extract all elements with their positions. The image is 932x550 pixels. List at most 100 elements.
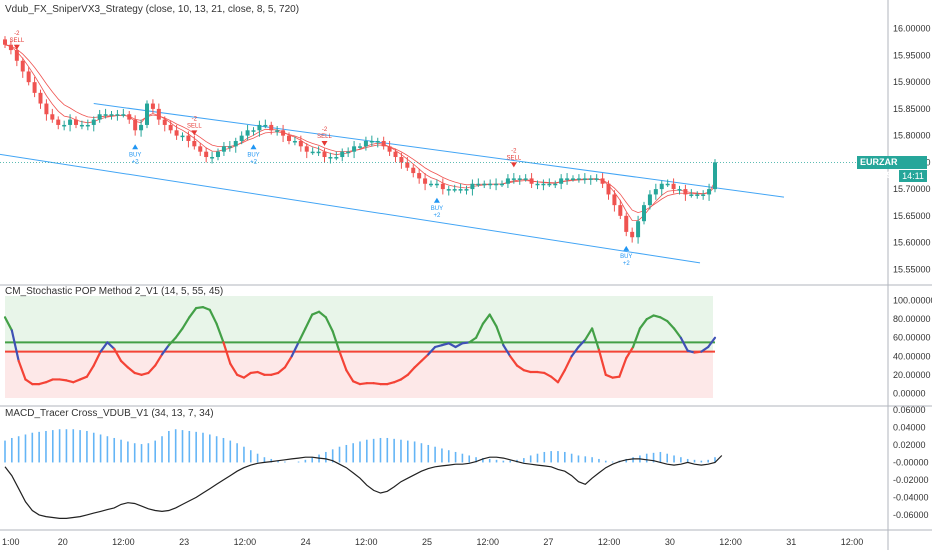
candle-body xyxy=(221,146,226,152)
stoch-segment xyxy=(406,366,416,376)
candle-body xyxy=(346,151,351,154)
candle-body xyxy=(251,130,256,132)
buy-signal-label: BUY xyxy=(247,152,259,158)
stoch-oversold-zone xyxy=(5,351,713,398)
candle-body xyxy=(458,189,463,191)
stoch-segment xyxy=(311,310,321,316)
candle-body xyxy=(156,108,161,120)
stoch-segment xyxy=(577,338,587,349)
time-tick-label: 27 xyxy=(543,537,553,547)
candle-body xyxy=(600,178,605,184)
stoch-segment xyxy=(119,359,129,369)
stoch-segment xyxy=(420,353,430,363)
stoch-segment xyxy=(522,369,532,374)
price-tick-label: 15.95000 xyxy=(893,50,931,60)
price-tick-label: 15.65000 xyxy=(893,211,931,221)
candle-body xyxy=(358,146,362,148)
candle-body xyxy=(588,178,593,180)
stoch-segment xyxy=(85,364,95,378)
candle-body xyxy=(576,178,581,180)
stoch-segment xyxy=(324,316,334,333)
candle-body xyxy=(162,119,167,125)
candle-body xyxy=(292,140,297,143)
candle-body xyxy=(381,140,386,147)
candle-body xyxy=(417,173,422,179)
stoch-segment xyxy=(283,355,293,369)
candle-body xyxy=(393,151,398,158)
candle-body xyxy=(26,71,31,83)
candle-body xyxy=(298,140,303,147)
stoch-segment xyxy=(188,306,198,319)
stoch-segment xyxy=(236,373,246,379)
macd-tick-label: -0.06000 xyxy=(893,510,929,520)
stoch-segment xyxy=(276,366,287,375)
stoch-segment xyxy=(3,316,13,332)
stoch-segment xyxy=(700,345,710,353)
buy-signal-label: BUY xyxy=(620,254,632,260)
macd-tick-label: -0.02000 xyxy=(893,475,929,485)
candle-body xyxy=(204,151,209,158)
candle-body xyxy=(618,205,623,216)
candle-body xyxy=(50,114,55,120)
candle-body xyxy=(482,183,487,186)
stoch-segment xyxy=(304,313,314,330)
candle-body xyxy=(559,178,564,184)
candle-body xyxy=(97,114,102,120)
candle-body xyxy=(263,124,268,127)
stoch-segment xyxy=(229,362,239,376)
stoch-segment xyxy=(440,342,450,347)
sell-signal-value: -2 xyxy=(511,148,517,154)
buy-signal-value: +2 xyxy=(250,159,258,165)
stoch-segment xyxy=(372,382,382,386)
candle-body xyxy=(127,114,132,120)
stoch-tick-label: 100.00000 xyxy=(893,296,932,306)
time-tick-label: 30 xyxy=(665,537,675,547)
stoch-segment xyxy=(345,369,355,383)
time-tick-label: 12:00 xyxy=(234,537,257,547)
sell-signal-label: SELL xyxy=(317,134,332,140)
macd-tick-label: -0.04000 xyxy=(893,492,929,502)
candle-body xyxy=(464,189,469,191)
stoch-segment xyxy=(488,313,498,328)
stoch-segment xyxy=(208,308,218,325)
candle-body xyxy=(547,183,552,186)
time-tick-label: 20 xyxy=(58,537,68,547)
candle-body xyxy=(8,44,13,51)
candle-body xyxy=(109,114,114,116)
last-price: 15.74945 xyxy=(864,170,902,180)
candle-body xyxy=(210,157,215,159)
candle-body xyxy=(517,178,522,180)
time-tick-label: 12:00 xyxy=(719,537,742,547)
candle-body xyxy=(245,130,250,136)
candle-body xyxy=(304,146,309,152)
candle-body xyxy=(659,183,664,190)
candle-body xyxy=(192,140,197,147)
stoch-segment xyxy=(113,347,123,363)
price-tick-label: 15.55000 xyxy=(893,264,931,274)
bar-timer: 14:11 xyxy=(899,170,927,182)
stoch-segment xyxy=(447,342,457,349)
stoch-segment xyxy=(495,325,505,347)
candle-body xyxy=(446,189,451,191)
candle-body xyxy=(14,50,19,61)
candle-body xyxy=(239,135,244,141)
buy-arrow-icon xyxy=(250,144,257,150)
candle-body xyxy=(363,140,368,147)
stoch-segment xyxy=(201,306,211,312)
candle-body xyxy=(44,103,49,115)
price-plot: -2SELL-2SELL-2SELL-2SELLBUY+2BUY+2BUY+2B… xyxy=(0,31,888,267)
stoch-segment xyxy=(515,364,525,372)
candle-body xyxy=(671,183,676,190)
stoch-segment xyxy=(10,329,20,363)
buy-arrow-icon xyxy=(623,245,630,251)
candle-body xyxy=(186,135,191,141)
macd-tick-label: 0.02000 xyxy=(893,440,926,450)
price-tick-label: 15.70000 xyxy=(893,184,931,194)
candle-body xyxy=(565,178,570,180)
stoch-segment xyxy=(454,342,464,349)
time-tick-label: 23 xyxy=(179,537,189,547)
stoch-segment xyxy=(666,319,676,330)
candle-body xyxy=(340,151,345,158)
candle-body xyxy=(665,183,670,186)
